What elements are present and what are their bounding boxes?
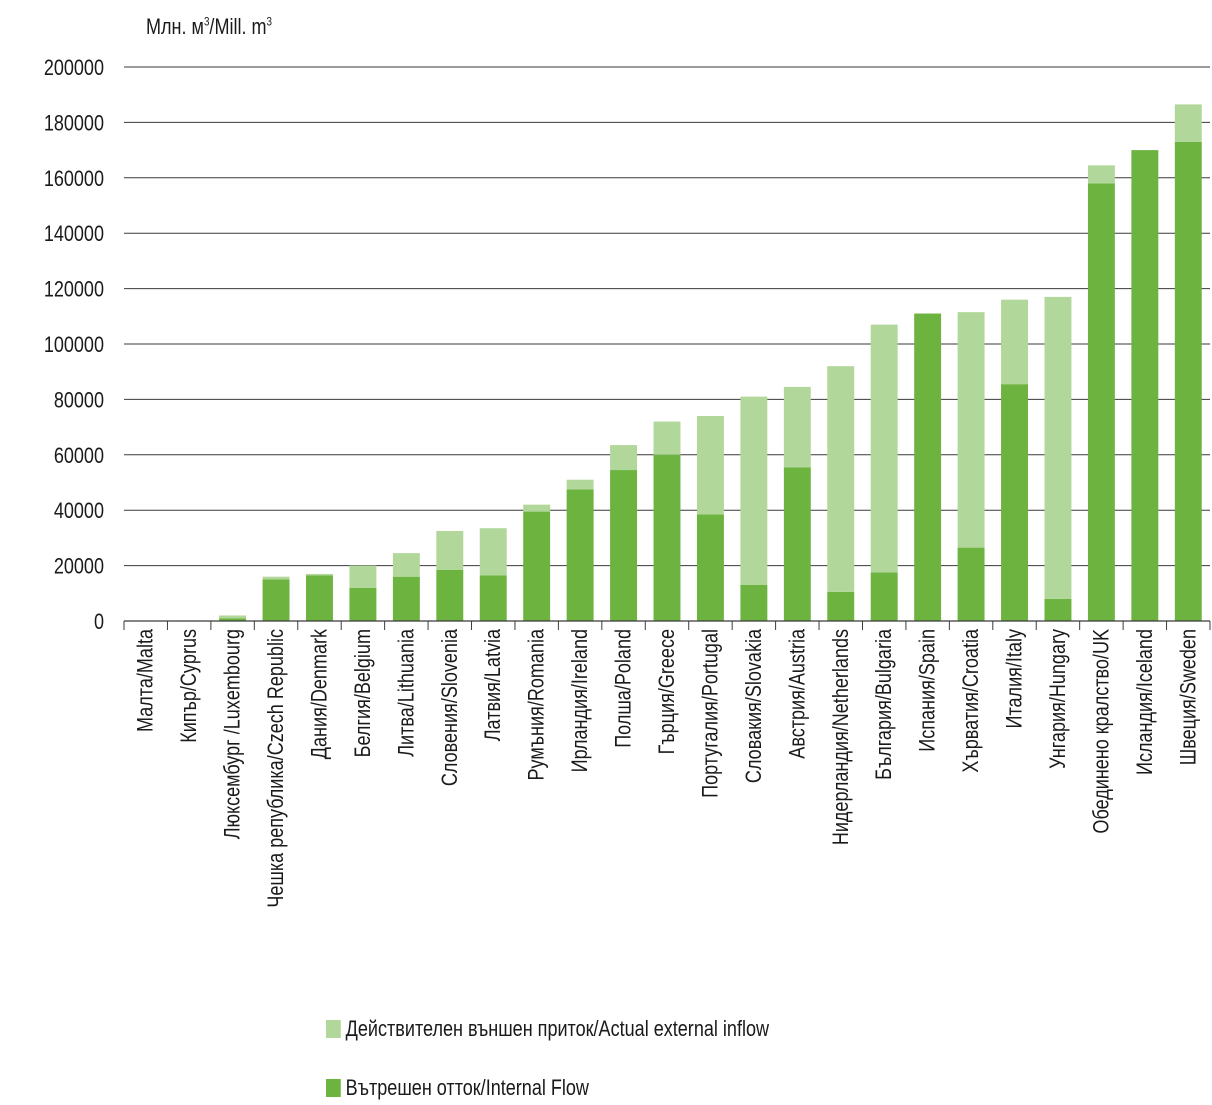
bar-internal-flow (219, 618, 247, 621)
bar-external-inflow (306, 573, 333, 576)
x-tick-label: Чешка република/Czech Republic (264, 629, 288, 908)
bar-external-inflow (392, 553, 420, 577)
x-tick-label: Литва/Lithuania (395, 628, 419, 757)
bar-internal-flow (392, 576, 420, 621)
y-tick-label: 0 (94, 610, 104, 634)
bar-internal-flow (479, 575, 507, 621)
bar-external-inflow (1087, 165, 1115, 184)
x-tick-label: Люксембург /Luxembourg (221, 629, 245, 839)
x-tick-label: Словения/Slovenia (438, 628, 462, 786)
x-tick-label: Португалия/Portugal (699, 629, 723, 798)
y-tick-label: 180000 (44, 112, 104, 136)
y-tick-label: 20000 (54, 555, 104, 579)
legend-label-external-inflow: Действителен външен приток/Actual extern… (345, 1016, 770, 1041)
bar-internal-flow (1131, 150, 1159, 621)
bar-external-inflow (827, 366, 855, 592)
x-tick-label: Малта/Malta (134, 628, 158, 732)
legend-label-internal-flow: Вътрешен отток/Internal Flow (345, 1075, 589, 1100)
y-tick-label: 80000 (54, 389, 104, 413)
bars (132, 104, 1202, 622)
bar-internal-flow (349, 587, 377, 621)
bar-internal-flow (783, 467, 811, 621)
bar-external-inflow (1044, 296, 1072, 599)
x-tick-label: Полша/Poland (612, 629, 636, 748)
x-tick-label: Румъния/Romania (525, 628, 549, 780)
y-tick-label: 160000 (44, 167, 104, 191)
bar-external-inflow (740, 396, 768, 585)
legend-item-internal-flow: Вътрешен отток/Internal Flow (326, 1075, 589, 1101)
bar-internal-flow (827, 591, 855, 621)
bar-external-inflow (219, 615, 247, 619)
legend-swatch-external-inflow (326, 1020, 341, 1038)
x-tick-label: Белгия/Belgium (351, 629, 375, 757)
bar-external-inflow (783, 386, 811, 468)
bar-external-inflow (1001, 299, 1028, 385)
bar-internal-flow (523, 511, 551, 621)
bar-internal-flow (870, 572, 898, 621)
bar-external-inflow (436, 530, 464, 570)
bar-internal-flow (436, 569, 464, 621)
x-tick-label: Италия/Italy (1003, 628, 1027, 728)
legend-swatch-internal-flow (326, 1079, 341, 1097)
x-tick-label: България/Bulgaria (873, 628, 897, 780)
bar-internal-flow (914, 313, 942, 621)
y-tick-label: 40000 (54, 500, 104, 524)
x-tick-label: Дания/Denmark (308, 628, 332, 759)
x-tick-labels: Малта/Malta Кипър/Cyprus Люксембург /Luxem… (134, 628, 1201, 907)
bar-external-inflow (566, 479, 594, 490)
x-tick-label: Швеция/Sweden (1177, 629, 1201, 765)
bar-external-inflow (696, 416, 724, 515)
x-tick-label: Нидерландия/Netherlands (829, 629, 853, 845)
bar-external-inflow (870, 324, 898, 573)
bar-external-inflow (653, 421, 681, 455)
bar-external-inflow (349, 565, 377, 588)
legend-item-external-inflow: Действителен външен приток/Actual extern… (326, 1016, 769, 1042)
bar-external-inflow (262, 576, 290, 580)
bar-external-inflow (523, 504, 551, 512)
x-tick-label: Гърция/Greece (655, 629, 679, 754)
bar-internal-flow (1087, 183, 1115, 621)
x-axis (123, 620, 1211, 630)
bar-internal-flow (1174, 141, 1202, 622)
y-tick-labels: 0 20000 40000 60000 80000 100000 120000 140000 1… (44, 56, 104, 634)
y-axis-unit-label: Млн. м3/Mill. m3 (146, 14, 273, 39)
y-tick-label: 60000 (54, 444, 104, 468)
bar-external-inflow (479, 528, 507, 576)
bar-internal-flow (306, 575, 333, 621)
x-tick-label: Латвия/Latvia (482, 628, 506, 741)
x-tick-label: Обединено кралство/UK (1090, 628, 1114, 833)
y-tick-label: 140000 (44, 223, 104, 247)
y-tick-label: 100000 (44, 333, 104, 357)
x-tick-label: Испания/Spain (916, 629, 940, 752)
bar-internal-flow (957, 547, 985, 621)
x-tick-label: Исландия/Iceland (1133, 629, 1157, 775)
bar-internal-flow (653, 454, 681, 621)
gridlines (124, 66, 1210, 567)
y-tick-label: 200000 (44, 56, 104, 80)
bar-internal-flow (610, 470, 638, 621)
x-tick-label: Унгария/Hungary (1046, 628, 1070, 769)
x-tick-label: Австрия/Austria (786, 628, 810, 758)
x-tick-label: Кипър/Cyprus (178, 629, 202, 743)
bar-internal-flow (566, 489, 594, 621)
bar-external-inflow (1174, 104, 1202, 142)
x-tick-label: Хърватия/Croatia (959, 628, 983, 772)
bar-external-inflow (610, 445, 638, 471)
x-tick-label: Ирландия/Ireland (569, 629, 593, 772)
bar-internal-flow (1001, 384, 1028, 621)
bar-internal-flow (696, 514, 724, 621)
bar-external-inflow (957, 312, 985, 548)
bar-internal-flow (740, 584, 768, 621)
bar-internal-flow (262, 579, 290, 621)
y-tick-label: 120000 (44, 278, 104, 302)
x-tick-label: Словакия/Slovakia (742, 628, 766, 783)
bar-internal-flow (1044, 598, 1072, 621)
